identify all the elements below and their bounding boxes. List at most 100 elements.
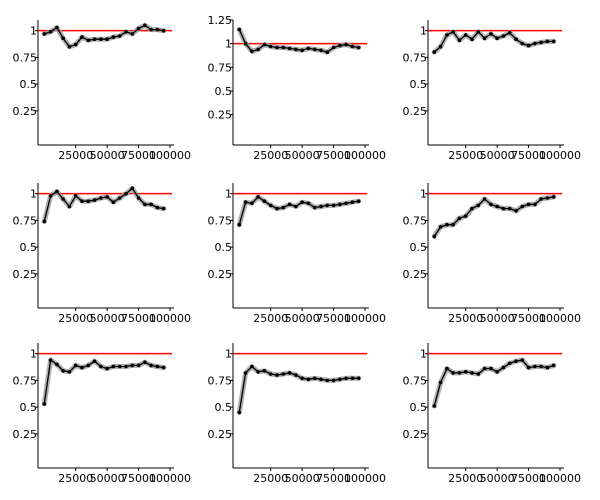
data-point bbox=[111, 364, 116, 369]
x-tick-label: 75000 bbox=[316, 472, 351, 485]
data-point bbox=[306, 201, 311, 206]
data-point bbox=[338, 202, 342, 207]
data-point bbox=[470, 206, 474, 211]
y-tick-label: 1 bbox=[225, 38, 232, 51]
data-point bbox=[445, 222, 449, 227]
data-point bbox=[287, 371, 292, 375]
data-point bbox=[237, 222, 242, 227]
data-point bbox=[457, 216, 462, 221]
data-point bbox=[80, 365, 84, 370]
y-tick-label: 1 bbox=[30, 348, 37, 361]
y-tick-label: 0.25 bbox=[403, 268, 428, 281]
y-tick-label: 0.25 bbox=[13, 428, 38, 441]
data-point bbox=[526, 202, 531, 207]
data-point bbox=[294, 373, 298, 377]
y-tick-label: 0.75 bbox=[208, 214, 233, 227]
y-tick-label: 0.5 bbox=[410, 78, 428, 91]
data-point bbox=[520, 358, 525, 362]
data-point bbox=[463, 214, 468, 218]
data-point bbox=[325, 203, 330, 208]
y-tick-label: 0.25 bbox=[403, 428, 428, 441]
data-point bbox=[514, 209, 518, 213]
data-point bbox=[319, 377, 323, 382]
data-point bbox=[48, 30, 53, 34]
data-point bbox=[92, 198, 97, 202]
data-point bbox=[99, 196, 103, 200]
data-point bbox=[124, 191, 128, 196]
data-point bbox=[61, 197, 65, 201]
y-tick-label: 0.5 bbox=[410, 401, 428, 414]
x-tick-label: 25000 bbox=[253, 312, 288, 325]
y-tick-label: 0.5 bbox=[20, 401, 38, 414]
data-point bbox=[551, 195, 556, 199]
data-point bbox=[287, 46, 292, 51]
data-point bbox=[80, 35, 84, 39]
x-tick-label: 50000 bbox=[480, 472, 515, 485]
data-point bbox=[501, 34, 506, 38]
data-point bbox=[130, 32, 135, 36]
data-point bbox=[117, 34, 122, 38]
data-point bbox=[262, 369, 267, 373]
data-point bbox=[432, 234, 437, 239]
data-point bbox=[470, 37, 474, 41]
data-point bbox=[281, 372, 286, 376]
data-point bbox=[451, 222, 455, 227]
y-tick-label: 0.75 bbox=[13, 214, 38, 227]
data-point bbox=[256, 47, 260, 52]
x-tick-label: 100000 bbox=[539, 149, 581, 162]
data-point bbox=[533, 364, 537, 369]
data-point bbox=[526, 365, 531, 370]
data-point bbox=[143, 202, 147, 207]
y-tick-label: 1 bbox=[30, 25, 37, 38]
x-tick-label: 25000 bbox=[448, 149, 483, 162]
data-point bbox=[300, 376, 304, 381]
data-point bbox=[130, 186, 135, 191]
data-point bbox=[482, 197, 487, 201]
data-point bbox=[55, 25, 59, 30]
data-point bbox=[294, 47, 298, 52]
y-tick-label: 1 bbox=[420, 188, 427, 201]
data-point bbox=[105, 195, 109, 199]
data-point bbox=[67, 370, 72, 374]
data-point bbox=[507, 361, 512, 366]
y-tick-label: 0.25 bbox=[13, 268, 38, 281]
x-tick-label: 100000 bbox=[344, 472, 386, 485]
x-tick-label: 100000 bbox=[149, 312, 191, 325]
data-point bbox=[61, 36, 65, 40]
data-point bbox=[306, 46, 311, 51]
y-tick-label: 0.75 bbox=[403, 374, 428, 387]
data-point bbox=[438, 380, 443, 385]
data-point bbox=[275, 373, 279, 377]
data-point bbox=[445, 366, 449, 371]
x-tick-label: 50000 bbox=[285, 472, 320, 485]
data-point bbox=[243, 371, 248, 375]
data-point bbox=[344, 376, 348, 381]
data-point bbox=[539, 197, 543, 201]
x-tick-label: 25000 bbox=[448, 472, 483, 485]
data-point bbox=[67, 44, 72, 49]
data-point bbox=[489, 202, 493, 207]
data-point bbox=[520, 41, 525, 46]
x-tick-label: 75000 bbox=[316, 149, 351, 162]
data-point bbox=[545, 196, 550, 200]
x-tick-label: 75000 bbox=[511, 149, 546, 162]
data-point bbox=[463, 33, 468, 37]
y-tick-label: 0.5 bbox=[20, 241, 38, 254]
data-point bbox=[331, 378, 336, 383]
data-point bbox=[539, 40, 543, 45]
data-point bbox=[482, 36, 487, 40]
data-point bbox=[507, 206, 512, 211]
data-point bbox=[250, 201, 254, 206]
x-tick-label: 100000 bbox=[539, 312, 581, 325]
data-point bbox=[86, 199, 91, 203]
data-point bbox=[86, 38, 91, 43]
x-tick-label: 75000 bbox=[511, 312, 546, 325]
y-tick-label: 1 bbox=[420, 348, 427, 361]
data-point bbox=[124, 30, 128, 34]
data-point bbox=[319, 204, 323, 209]
